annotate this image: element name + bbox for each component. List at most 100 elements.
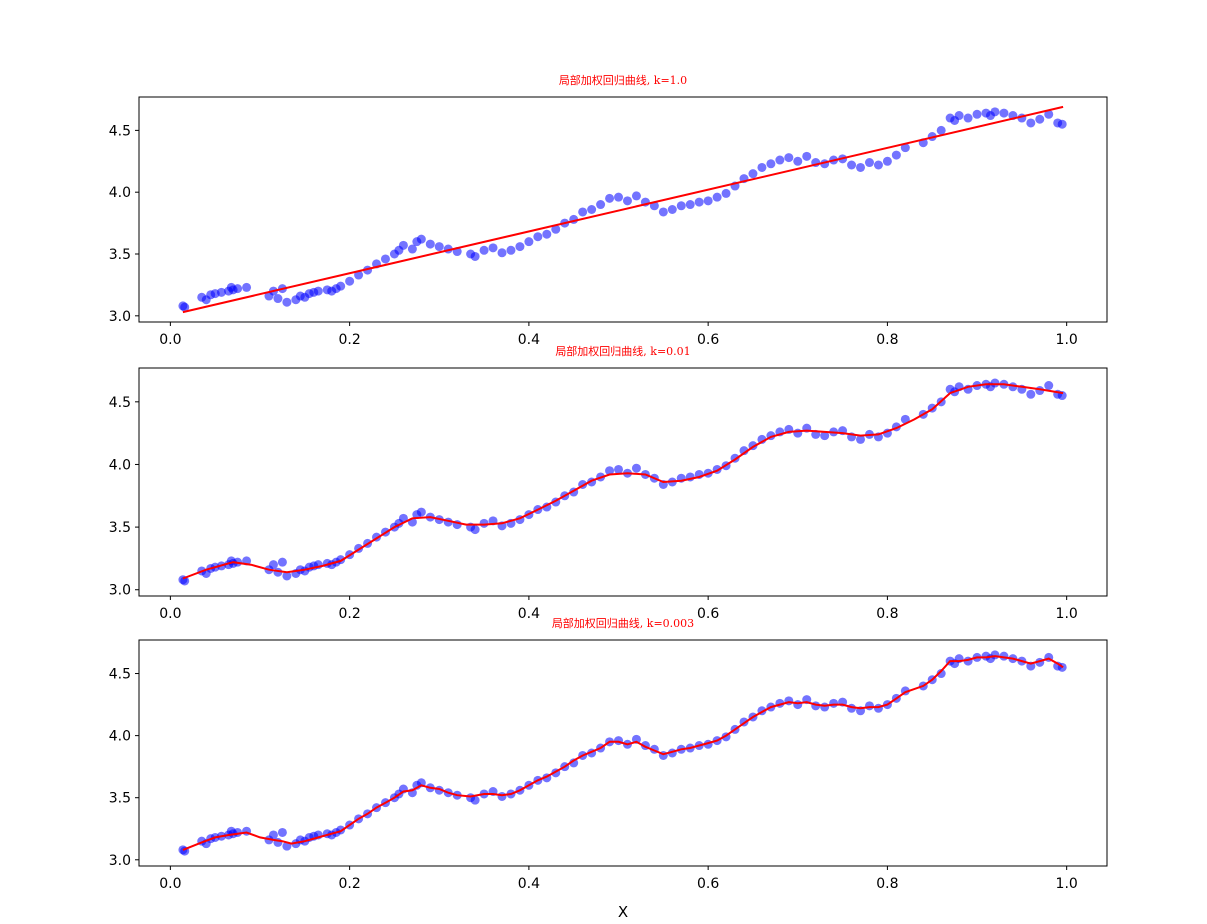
y-tick-label: 4.0 <box>109 729 131 745</box>
scatter-point <box>712 192 722 202</box>
scatter-point <box>829 698 839 708</box>
scatter-point <box>416 507 426 517</box>
axes-frame <box>138 367 1108 597</box>
x-tick-label: 0.6 <box>697 332 719 348</box>
x-tick-label: 0.6 <box>697 876 719 892</box>
scatter-point <box>614 736 624 746</box>
scatter-point <box>622 196 632 206</box>
scatter-point <box>685 200 695 210</box>
scatter-point <box>497 248 507 258</box>
scatter-point <box>614 192 624 202</box>
scatter-point <box>506 245 516 255</box>
scatter-point <box>216 287 226 297</box>
scatter-point <box>416 234 426 244</box>
scatter-point <box>605 193 615 203</box>
subplot-2: 局部加权回归曲线, k=0.01 0.0 0.2 0.4 0.6 0.8 1.0 3.0 3.5… <box>109 344 1108 622</box>
scatter-point <box>542 229 552 239</box>
scatter-point <box>1044 381 1054 391</box>
scatter-point <box>1026 389 1036 399</box>
scatter-point <box>282 297 292 307</box>
scatter-point <box>721 188 731 198</box>
x-tick-label: 0.2 <box>338 876 360 892</box>
scatter-point <box>605 466 615 476</box>
chart-title: 局部加权回归曲线, k=0.01 <box>555 344 690 358</box>
scatter-point <box>354 270 364 280</box>
scatter-point <box>277 557 287 567</box>
scatter-point <box>694 197 704 207</box>
scatter-point <box>345 276 355 286</box>
scatter-point <box>820 431 830 441</box>
x-tick-label: 0.8 <box>876 876 898 892</box>
scatter-point <box>407 244 417 254</box>
scatter-point <box>864 158 874 168</box>
regression-line <box>182 655 1064 851</box>
scatter-point <box>631 191 641 201</box>
scatter-point <box>1044 109 1054 119</box>
scatter-point <box>784 153 794 163</box>
scatter-point <box>990 650 1000 660</box>
x-tick-label: 0.4 <box>518 876 540 892</box>
y-tick-label: 4.0 <box>109 185 131 201</box>
subplot-1: 局部加权回归曲线, k=1.0 0.0 0.2 0.4 0.6 0.8 1.0 3.0 3.5 4… <box>109 73 1108 348</box>
chart-title: 局部加权回归曲线, k=0.003 <box>552 616 694 630</box>
scatter-point <box>479 518 489 528</box>
scatter-point <box>180 576 190 586</box>
scatter-point <box>614 464 624 474</box>
y-tick-label: 4.5 <box>109 395 131 411</box>
scatter-point <box>990 378 1000 388</box>
scatter-point <box>596 200 606 210</box>
scatter-point <box>631 463 641 473</box>
scatter-point <box>268 830 278 840</box>
scatter-point <box>873 703 883 713</box>
x-tick-label: 1.0 <box>1056 606 1078 622</box>
x-tick-label: 0.0 <box>159 606 181 622</box>
scatter-point <box>488 243 498 253</box>
scatter-point <box>282 571 292 581</box>
scatter-point <box>775 155 785 165</box>
scatter-point <box>380 254 390 264</box>
y-tick-label: 4.5 <box>109 123 131 139</box>
y-tick-label: 3.0 <box>109 309 131 325</box>
axes-frame <box>138 96 1108 323</box>
scatter-point <box>748 169 758 179</box>
x-tick-label: 0.8 <box>876 332 898 348</box>
scatter-point <box>936 125 946 135</box>
x-tick-label: 0.0 <box>159 876 181 892</box>
scatter-point <box>233 284 243 294</box>
regression-line <box>182 105 1064 314</box>
scatter-point <box>1035 114 1045 124</box>
x-tick-label: 0.6 <box>697 606 719 622</box>
scatter-point <box>1057 119 1067 129</box>
scatter-point <box>425 239 435 249</box>
x-tick-label: 0.0 <box>159 332 181 348</box>
scatter-point <box>793 156 803 166</box>
scatter-point <box>739 446 749 456</box>
scatter-point <box>470 525 480 535</box>
scatter-point <box>242 282 252 292</box>
scatter-point <box>515 242 525 252</box>
scatter-point <box>1026 118 1036 128</box>
scatter-point <box>587 205 597 214</box>
scatter-point <box>470 795 480 805</box>
x-tick-label: 1.0 <box>1056 876 1078 892</box>
scatter-point <box>963 113 973 123</box>
scatter-point <box>479 245 489 255</box>
scatter-point <box>757 162 767 172</box>
scatter-point <box>954 111 964 121</box>
scatter-point <box>999 108 1009 118</box>
x-tick-label: 0.4 <box>518 332 540 348</box>
scatter-point <box>891 150 901 160</box>
x-tick-label: 0.4 <box>518 606 540 622</box>
y-tick-label: 3.5 <box>109 520 131 536</box>
scatter-point <box>802 151 812 161</box>
x-axis-label: X <box>618 903 628 921</box>
subplot-3: 局部加权回归曲线, k=0.003 0.0 0.2 0.4 0.6 0.8 1.0 3.0 3.… <box>109 616 1108 921</box>
scatter-point <box>667 205 677 214</box>
scatter-point <box>990 107 1000 117</box>
scatter-point <box>856 162 866 172</box>
y-tick-label: 3.0 <box>109 583 131 599</box>
scatter-point <box>676 201 686 211</box>
y-tick-label: 3.0 <box>109 853 131 869</box>
scatter-point <box>873 160 883 170</box>
x-tick-label: 0.2 <box>338 606 360 622</box>
